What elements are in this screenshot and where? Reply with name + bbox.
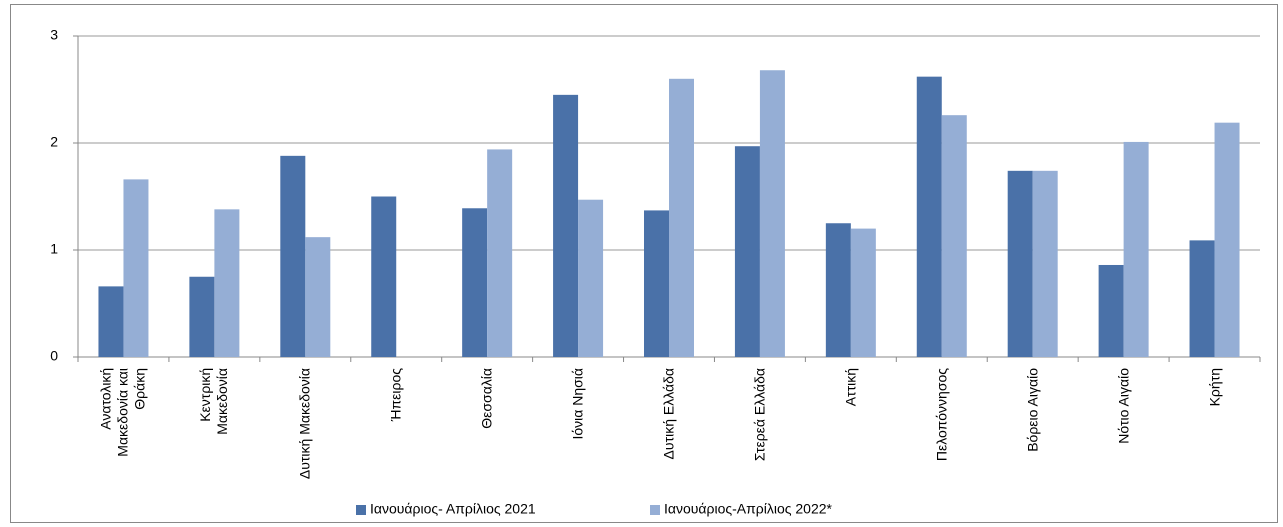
- x-tick-label: Στερεά Ελλάδα: [751, 368, 768, 462]
- bar: [578, 199, 604, 357]
- bar: [1032, 170, 1058, 357]
- bar: [1123, 141, 1149, 357]
- x-tick-label: Ήπειρος: [387, 368, 404, 422]
- bar: [941, 115, 967, 358]
- bar: [825, 223, 851, 357]
- bar: [916, 76, 942, 357]
- bar: [305, 237, 331, 357]
- x-tick-label: Κεντρική Μακεδονία: [197, 368, 231, 435]
- x-tick-label: Αττική: [842, 368, 859, 407]
- bar: [553, 94, 579, 357]
- x-tick-label: Ιόνια Νησιά: [569, 368, 586, 440]
- bar: [1189, 240, 1215, 357]
- y-tick-label: 0: [50, 348, 58, 364]
- y-tick-label: 1: [50, 241, 58, 257]
- bar: [123, 179, 149, 357]
- bar: [759, 70, 785, 358]
- legend-swatch: [356, 505, 366, 515]
- bar: [462, 208, 488, 357]
- x-tick-label: Θεσσαλία: [478, 368, 495, 429]
- x-tick-label: Κρήτη: [1206, 368, 1223, 407]
- legend-label: Ιανουάριος-Απρίλιος 2022*: [664, 501, 833, 517]
- bar: [98, 286, 124, 357]
- bar: [189, 276, 215, 357]
- legend-swatch: [650, 505, 660, 515]
- x-tick-label: Πελοπόννησος: [933, 368, 950, 462]
- bar: [669, 78, 694, 358]
- x-tick-label: Δυτική Μακεδονία: [296, 368, 313, 480]
- bar: [1098, 264, 1124, 357]
- x-tick-label: Βόρειο Αιγαίο: [1024, 368, 1041, 452]
- bar: [644, 210, 669, 357]
- x-tick-label: Δυτική Ελλάδα: [660, 368, 677, 460]
- bar: [487, 149, 513, 357]
- y-tick-label: 2: [50, 134, 58, 150]
- x-tick-label: Νότιο Αιγαίο: [1115, 368, 1132, 444]
- bar: [1007, 170, 1033, 357]
- y-tick-label: 3: [50, 27, 58, 43]
- bar: [280, 155, 306, 357]
- bar: [850, 228, 876, 357]
- x-tick-label: Ανατολική Μακεδονία και Θράκη: [97, 368, 148, 457]
- bar: [371, 196, 397, 357]
- bar: [214, 209, 240, 357]
- bar: [734, 146, 760, 357]
- chart-frame: [10, 4, 1278, 523]
- bar: [1214, 122, 1240, 357]
- legend-label: Ιανουάριος- Απρίλιος 2021: [370, 501, 536, 517]
